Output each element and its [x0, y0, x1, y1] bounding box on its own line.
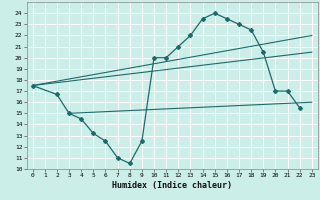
X-axis label: Humidex (Indice chaleur): Humidex (Indice chaleur) — [112, 181, 232, 190]
